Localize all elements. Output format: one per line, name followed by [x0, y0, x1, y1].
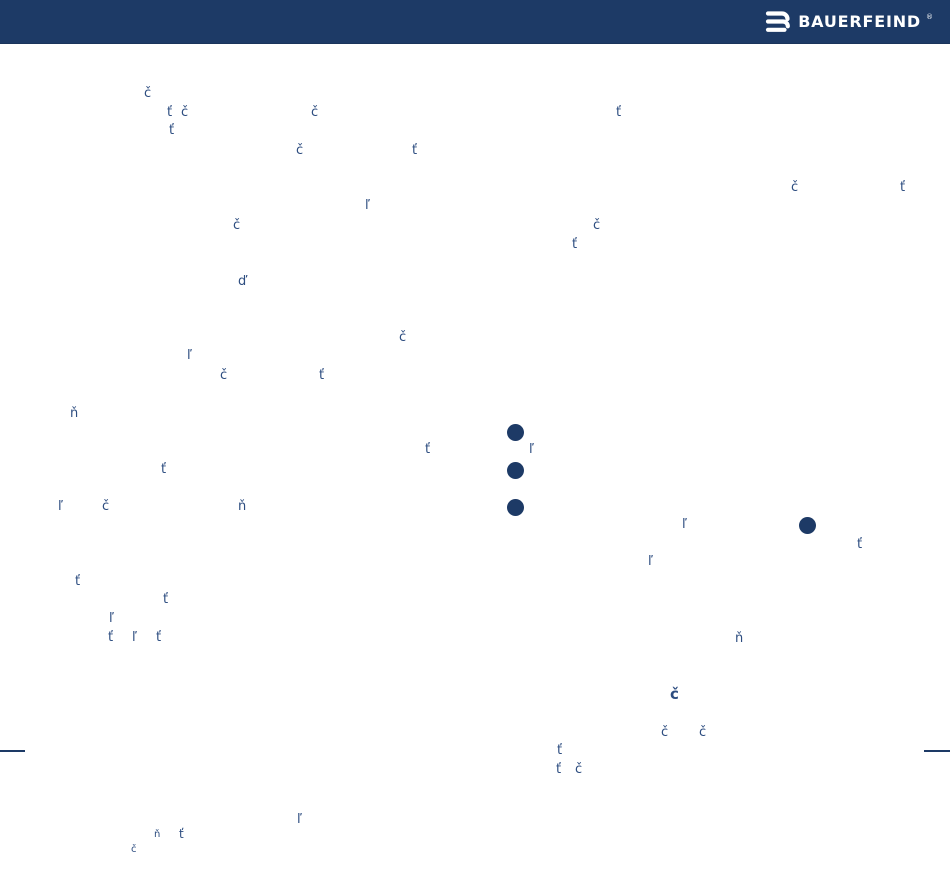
- text-fragment: č: [220, 368, 228, 383]
- text-fragment: č: [131, 844, 137, 855]
- bauerfeind-logo[interactable]: BAUERFEIND ®: [764, 9, 933, 35]
- text-fragment: ť: [900, 180, 906, 195]
- text-fragment: č: [699, 725, 707, 740]
- text-fragment: ť: [108, 630, 114, 645]
- bauerfeind-logo-text: BAUERFEIND: [798, 11, 921, 31]
- text-fragment: ľ: [365, 198, 370, 213]
- text-fragment: č: [661, 725, 669, 740]
- bauerfeind-logo-icon: [766, 10, 791, 32]
- text-fragment: ť: [857, 537, 863, 552]
- text-fragment: ň: [154, 829, 161, 840]
- text-fragment: ť: [557, 743, 563, 758]
- text-fragment: č: [181, 105, 189, 120]
- divider-line: [924, 750, 950, 752]
- text-fragment: ť: [412, 143, 418, 158]
- text-fragment: ť: [167, 105, 173, 120]
- text-fragment: č: [670, 685, 679, 703]
- text-fragment: ľ: [648, 554, 653, 569]
- text-fragment: ť: [425, 442, 431, 457]
- text-fragment: ň: [735, 631, 744, 646]
- text-fragment: č: [575, 762, 583, 777]
- text-fragment: ť: [75, 574, 81, 589]
- text-fragment: č: [102, 499, 110, 514]
- text-fragment: ť: [319, 368, 325, 383]
- text-fragment: č: [296, 143, 304, 158]
- text-fragment: ť: [616, 105, 622, 120]
- text-fragment: ľ: [58, 499, 63, 514]
- text-fragment: ť: [169, 123, 175, 138]
- bullet-dot: [799, 517, 816, 534]
- text-fragment: ť: [161, 462, 167, 477]
- text-fragment: ť: [179, 827, 184, 841]
- divider-line: [0, 750, 25, 752]
- text-fragment: ľ: [187, 348, 192, 363]
- text-fragment: ľ: [109, 611, 114, 626]
- text-fragment: č: [399, 330, 407, 345]
- text-fragment: ľ: [132, 630, 137, 645]
- text-fragment: ť: [163, 592, 169, 607]
- text-fragment: ľ: [682, 517, 687, 532]
- bullet-dot: [507, 424, 524, 441]
- text-fragment: ť: [572, 237, 578, 252]
- text-fragment: č: [791, 180, 799, 195]
- text-fragment: ť: [156, 630, 162, 645]
- bullet-dot: [507, 499, 524, 516]
- text-fragment: ľ: [297, 812, 302, 827]
- text-fragment: ľ: [529, 442, 534, 457]
- text-fragment: ň: [238, 499, 247, 514]
- text-fragment: ď: [238, 274, 247, 289]
- text-fragment: ň: [70, 406, 79, 421]
- top-nav-bar: BAUERFEIND ®: [0, 0, 950, 44]
- text-fragment: č: [593, 218, 601, 233]
- bullet-dot: [507, 462, 524, 479]
- text-fragment: č: [311, 105, 319, 120]
- text-fragment: ť: [556, 762, 562, 777]
- text-fragment: č: [144, 86, 152, 101]
- text-fragment: č: [233, 218, 241, 233]
- registered-trademark-mark: ®: [926, 12, 933, 21]
